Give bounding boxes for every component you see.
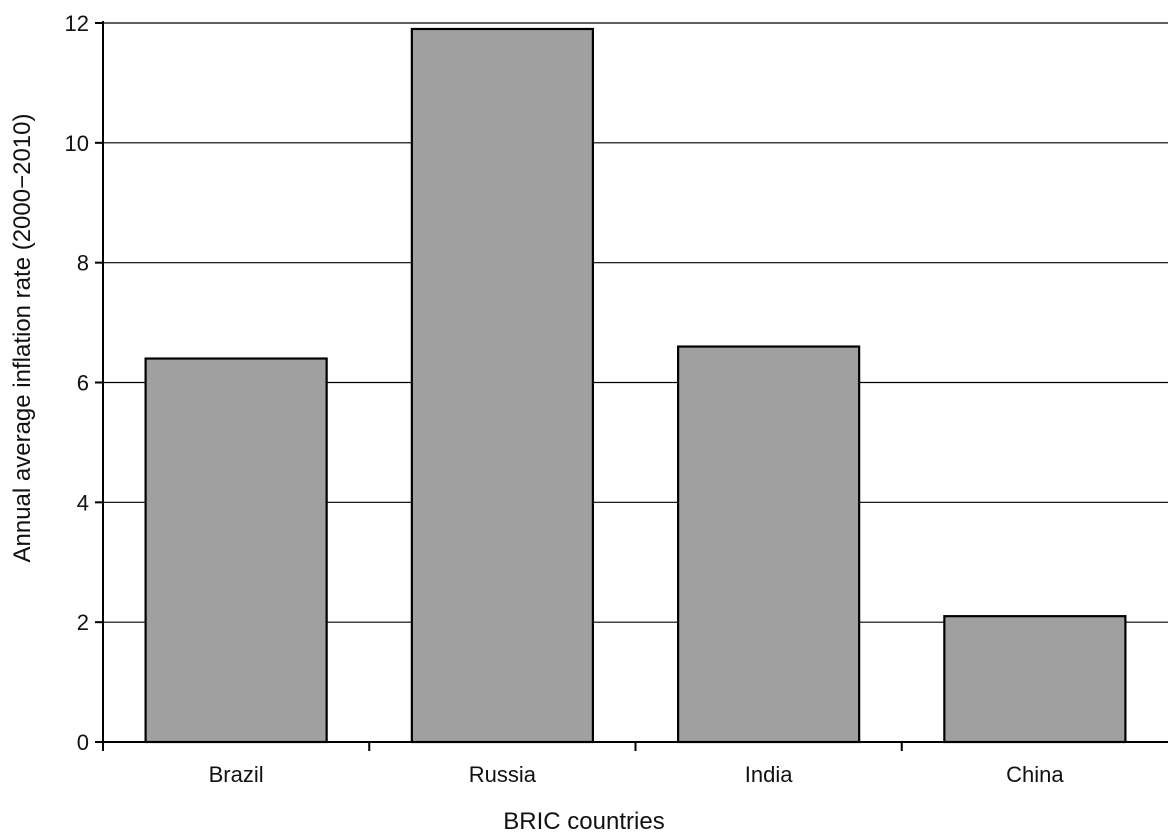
x-tick-label-india: India xyxy=(745,762,793,787)
x-axis-title: BRIC countries xyxy=(503,808,664,835)
x-tick-label-russia: Russia xyxy=(469,762,537,787)
y-tick-label-10: 10 xyxy=(65,131,89,156)
bar-china xyxy=(943,615,1127,744)
bar-russia xyxy=(410,27,595,744)
y-axis-title: Annual average inflation rate (2000−2010… xyxy=(9,114,36,563)
y-tick-label-2: 2 xyxy=(77,610,89,635)
bar-india xyxy=(676,345,861,744)
y-tick-label-6: 6 xyxy=(77,371,89,396)
x-tick-label-brazil: Brazil xyxy=(209,762,264,787)
bar-brazil xyxy=(144,357,328,744)
x-axis-ticks: Brazil Russia India China xyxy=(102,742,1064,787)
y-tick-label-8: 8 xyxy=(77,251,89,276)
y-tick-label-12: 12 xyxy=(65,11,89,36)
y-tick-label-4: 4 xyxy=(77,490,89,515)
x-tick-label-china: China xyxy=(1006,762,1064,787)
y-tick-label-0: 0 xyxy=(77,730,89,755)
bars xyxy=(144,27,1127,744)
y-axis-ticks: 0 2 4 6 8 10 12 xyxy=(65,11,103,755)
